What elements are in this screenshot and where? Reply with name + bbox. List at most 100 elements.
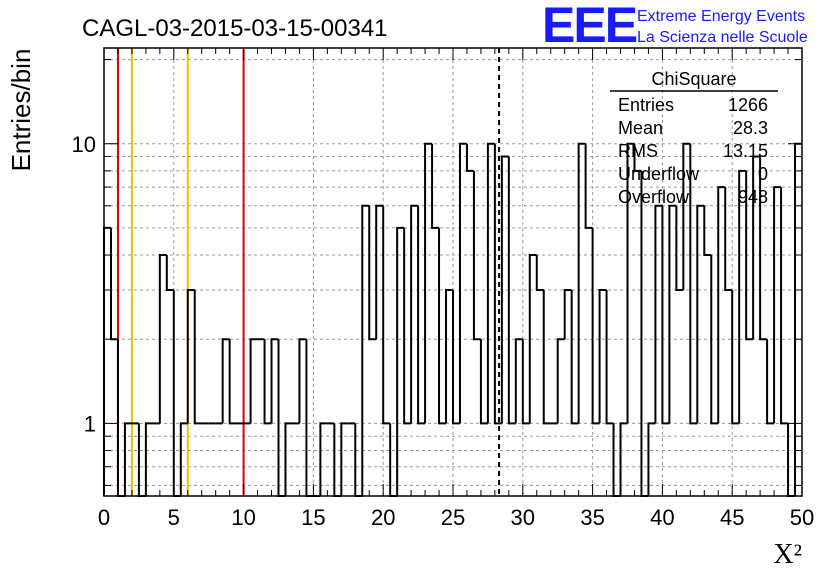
histogram-bin (773, 186, 782, 424)
histogram-bin (556, 338, 565, 424)
histogram-bin (710, 255, 719, 425)
histogram-bin (144, 422, 153, 496)
stats-box-title: ChiSquare (651, 69, 736, 89)
histogram-bin (382, 205, 391, 425)
x-tick-label: 5 (168, 505, 180, 530)
histogram-bin (584, 143, 593, 229)
stats-row-label: Overflow (618, 187, 690, 207)
histogram-bin (298, 338, 307, 424)
x-tick-label: 20 (371, 505, 395, 530)
stats-row-value: 28.3 (733, 118, 768, 138)
logo-line-1: Extreme Energy Events (637, 8, 805, 25)
histogram-bin (619, 422, 628, 496)
histogram-bin (626, 142, 635, 424)
histogram-bin (752, 155, 761, 340)
histogram-bin (458, 142, 467, 424)
histogram-bin (598, 288, 607, 424)
histogram-bin (186, 288, 195, 424)
run-title: CAGL-03-2015-03-15-00341 (82, 15, 388, 42)
histogram-bin (228, 339, 237, 425)
x-tick-label: 0 (98, 505, 110, 530)
histogram-bin (249, 338, 258, 424)
histogram-bin (486, 142, 495, 424)
histogram-bin (682, 142, 691, 290)
x-tick-label: 30 (511, 505, 535, 530)
histogram-bin (738, 169, 747, 424)
stats-row-value: 0 (758, 164, 768, 184)
histogram-bin (493, 143, 502, 425)
y-tick-label: 10 (72, 132, 96, 157)
histogram-bin (431, 143, 440, 229)
histogram-bin (319, 422, 328, 496)
histogram-bin (661, 205, 670, 425)
stats-row-value: 13.15 (723, 141, 768, 161)
histogram-bin (479, 339, 488, 425)
x-tick-label: 10 (231, 505, 255, 530)
histogram-bin (521, 339, 530, 425)
histogram-bin (193, 289, 202, 425)
histogram-bin (452, 289, 460, 425)
histogram-bin (570, 289, 579, 425)
histogram-bin (696, 204, 705, 424)
histogram-bin (340, 422, 349, 496)
histogram-bin (438, 227, 447, 425)
histogram-bin (535, 255, 544, 291)
eee-logo: EEE Extreme Energy Events La Scienza nel… (542, 0, 808, 53)
histogram-bin (179, 422, 188, 496)
x-tick-label: 25 (441, 505, 465, 530)
histogram-bin (424, 142, 433, 424)
histogram-bin (465, 143, 474, 172)
histogram-bin (703, 205, 712, 257)
histogram-bin (361, 204, 370, 496)
histogram-bin (717, 186, 726, 424)
histogram-bin (591, 227, 600, 425)
x-tick-label: 45 (720, 505, 744, 530)
histogram-bin (507, 156, 516, 425)
histogram-bin (417, 205, 426, 425)
histogram-bin (577, 142, 586, 424)
histogram-bin (745, 170, 754, 341)
histogram-bin (403, 227, 412, 425)
histogram-bin (528, 254, 537, 424)
histogram-bin (396, 226, 405, 496)
histogram-bin (500, 155, 509, 424)
histogram-bin (724, 187, 733, 291)
stats-row-label: Underflow (618, 164, 700, 184)
stats-box: ChiSquare Entries 1266 Mean 28.3 RMS 13.15 Unde… (610, 69, 778, 207)
stats-row-label: Mean (618, 118, 663, 138)
histogram-bin (633, 143, 642, 172)
histogram-bin (472, 170, 481, 341)
histogram-bin (766, 339, 775, 425)
histogram-bin (410, 204, 419, 424)
y-axis-title: Entries/bin (6, 49, 36, 172)
histogram-bin (689, 143, 698, 425)
histogram-bin (668, 204, 677, 424)
stats-row-value: 1266 (728, 95, 768, 115)
histogram-bin (221, 338, 230, 424)
stats-row-label: RMS (618, 141, 658, 161)
histogram-bin (605, 289, 614, 425)
histogram-bin (542, 289, 551, 425)
logo-mark: EEE (542, 0, 637, 53)
histogram-bin (123, 422, 132, 496)
histogram-bin (158, 254, 167, 424)
x-tick-label: 15 (301, 505, 325, 530)
x-tick-label: 35 (580, 505, 604, 530)
histogram-bin (759, 156, 768, 341)
histogram-bin (263, 339, 272, 425)
histogram-bin (514, 338, 523, 424)
histogram-bin (165, 255, 174, 291)
histogram-bin (368, 205, 377, 341)
x-axis-title: X² (773, 539, 802, 570)
y-tick-label: 1 (84, 411, 96, 436)
x-tick-label: 40 (650, 505, 674, 530)
histogram-bin (375, 204, 384, 340)
histogram-bin (647, 422, 656, 496)
histogram-bin (563, 288, 572, 340)
stats-row-label: Entries (618, 95, 674, 115)
axis-ticks: 0 5 10 15 20 25 30 35 40 45 50 1 10 (72, 48, 814, 530)
logo-line-2: La Scienza nelle Scuole (637, 29, 808, 46)
histogram-bin (284, 422, 293, 496)
histogram-bin (675, 205, 684, 291)
